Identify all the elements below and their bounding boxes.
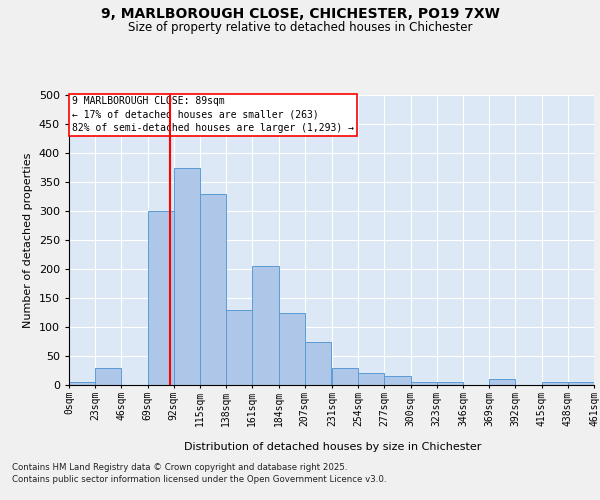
Bar [253,266,278,385]
Bar [148,211,174,385]
Bar [410,382,437,385]
Bar [278,312,305,385]
Bar [385,376,410,385]
Text: 9, MARLBOROUGH CLOSE, CHICHESTER, PO19 7XW: 9, MARLBOROUGH CLOSE, CHICHESTER, PO19 7… [101,8,499,22]
Bar [174,168,200,385]
Text: Contains HM Land Registry data © Crown copyright and database right 2025.: Contains HM Land Registry data © Crown c… [12,464,347,472]
Text: 9 MARLBOROUGH CLOSE: 89sqm
← 17% of detached houses are smaller (263)
82% of sem: 9 MARLBOROUGH CLOSE: 89sqm ← 17% of deta… [71,96,353,133]
Bar [489,379,515,385]
Bar [437,382,463,385]
Bar [226,310,253,385]
Bar [200,194,226,385]
Bar [69,382,95,385]
Text: Distribution of detached houses by size in Chichester: Distribution of detached houses by size … [184,442,482,452]
Text: Contains public sector information licensed under the Open Government Licence v3: Contains public sector information licen… [12,475,386,484]
Bar [95,368,121,385]
Bar [305,342,331,385]
Y-axis label: Number of detached properties: Number of detached properties [23,152,33,328]
Bar [568,382,594,385]
Text: Size of property relative to detached houses in Chichester: Size of property relative to detached ho… [128,21,472,34]
Bar [358,374,385,385]
Bar [542,382,568,385]
Bar [332,368,358,385]
